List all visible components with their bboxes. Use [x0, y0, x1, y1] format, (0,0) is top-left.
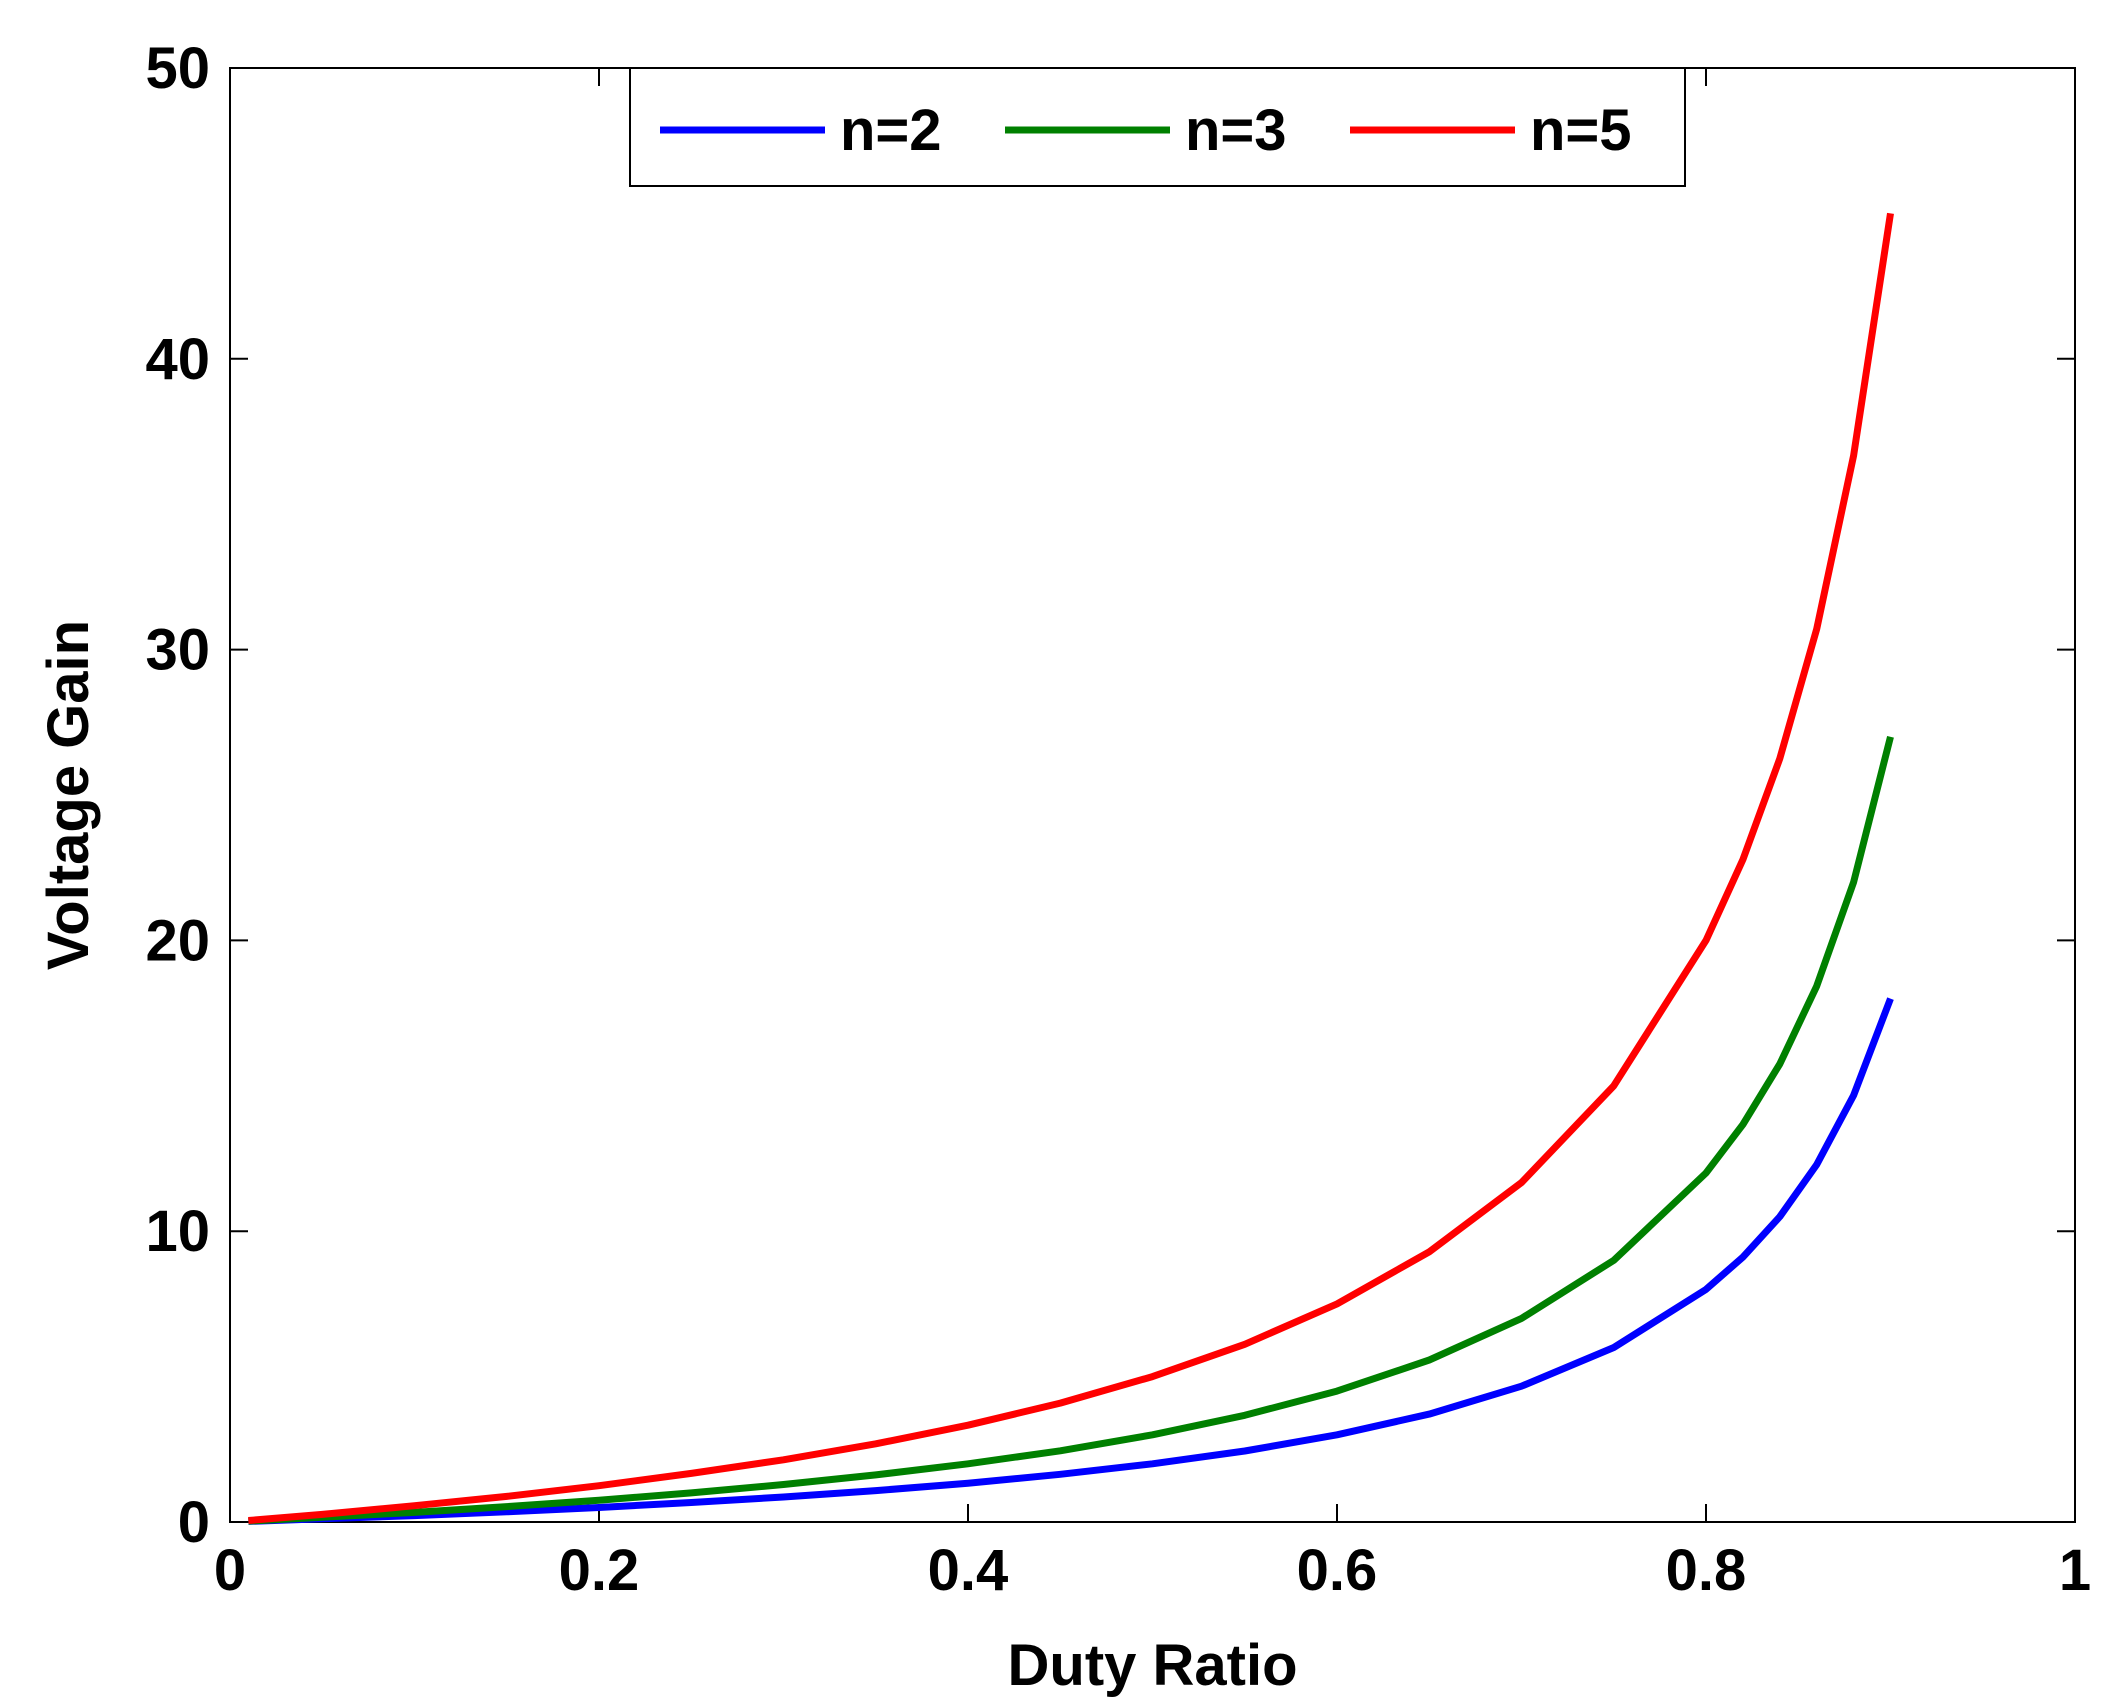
y-tick-label: 40	[145, 327, 210, 392]
x-tick-label: 0.6	[1297, 1538, 1378, 1603]
x-axis-label: Duty Ratio	[1008, 1633, 1298, 1698]
y-axis-label: Voltage Gain	[36, 620, 101, 970]
x-tick-label: 1	[2059, 1538, 2091, 1603]
series-line-n3	[248, 735, 1894, 1525]
legend-label: n=5	[1530, 98, 1632, 163]
x-tick-label: 0.8	[1666, 1538, 1747, 1603]
series-line-n5	[248, 212, 1894, 1524]
x-tick-label: 0.4	[928, 1538, 1009, 1603]
legend-label: n=3	[1185, 98, 1287, 163]
y-tick-label: 20	[145, 908, 210, 973]
x-tick-label: 0.2	[559, 1538, 640, 1603]
x-tick-label: 0	[214, 1538, 246, 1603]
series-line-n2	[248, 997, 1894, 1525]
y-tick-label: 50	[145, 36, 210, 101]
legend-label: n=2	[840, 98, 942, 163]
y-tick-label: 10	[145, 1199, 210, 1264]
y-tick-label: 30	[145, 618, 210, 683]
legend: n=2 n=3 n=5	[629, 67, 1686, 187]
y-tick-label: 0	[178, 1490, 210, 1555]
